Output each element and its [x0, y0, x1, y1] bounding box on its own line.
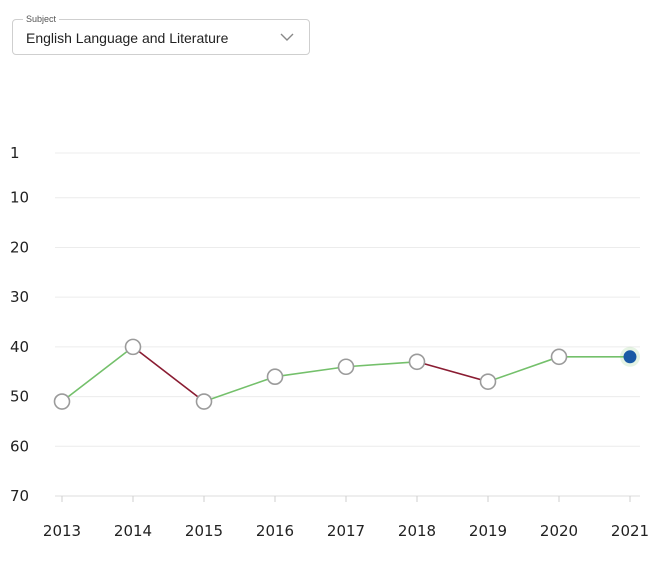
data-point[interactable] [550, 348, 568, 366]
y-tick-label: 50 [10, 388, 29, 406]
data-point[interactable] [337, 358, 355, 376]
y-tick-label: 30 [10, 288, 29, 306]
y-tick-label: 10 [10, 189, 29, 207]
x-axis-layer [55, 495, 640, 502]
x-tick-label: 2021 [611, 522, 648, 540]
x-tick-label: 2013 [43, 522, 81, 540]
grid-layer [55, 152, 640, 447]
y-tick-label: 60 [10, 437, 29, 455]
data-point[interactable] [195, 393, 213, 410]
x-tick-label: 2017 [327, 522, 365, 540]
x-tick-label: 2014 [114, 522, 152, 540]
line-segment [274, 365, 347, 378]
x-tick-label: 2019 [469, 522, 507, 540]
y-tick-label: 40 [10, 338, 29, 356]
line-segment [61, 346, 134, 403]
y-tick-label: 1 [10, 144, 20, 162]
y-tick-label: 70 [10, 487, 29, 505]
line-segment [132, 346, 205, 403]
data-point[interactable] [408, 353, 426, 371]
x-tick-label: 2015 [185, 522, 223, 540]
chevron-down-icon [280, 33, 294, 41]
y-tick-label: 20 [10, 238, 29, 256]
y-tick-labels: 1 10 20 30 40 50 60 70 [10, 144, 29, 505]
series-points [53, 338, 640, 410]
subject-select-value: English Language and Literature [26, 30, 229, 46]
data-point[interactable] [53, 393, 71, 410]
line-segment [203, 375, 276, 403]
data-point-current[interactable] [623, 350, 637, 364]
line-segment [416, 360, 489, 383]
x-tick-labels: 2013 2014 2015 2016 2017 2018 2019 2020 2021 [43, 522, 648, 540]
data-point[interactable] [124, 338, 142, 356]
subject-select[interactable]: Subject English Language and Literature [12, 13, 310, 55]
data-point[interactable] [266, 368, 284, 385]
x-tick-label: 2020 [540, 522, 578, 540]
series-line [61, 346, 631, 403]
line-segment [345, 360, 418, 368]
x-tick-label: 2016 [256, 522, 294, 540]
x-tick-label: 2018 [398, 522, 436, 540]
line-segment [487, 356, 560, 383]
data-point[interactable] [479, 373, 497, 390]
subject-select-label: Subject [23, 13, 60, 25]
